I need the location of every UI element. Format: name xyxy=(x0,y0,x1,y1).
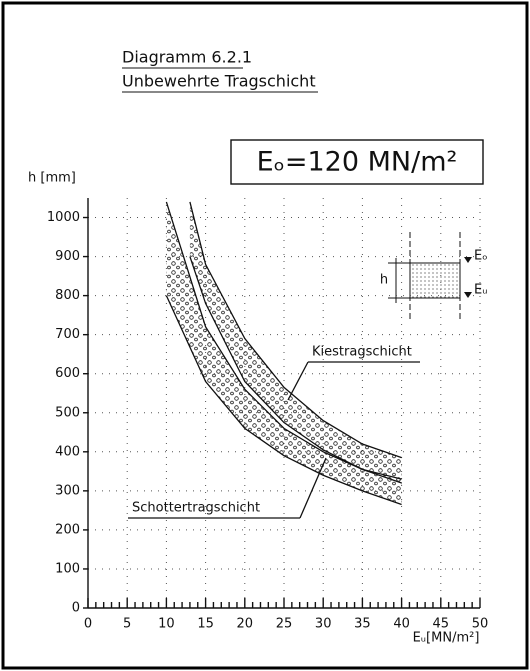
y-tick-label: 800 xyxy=(55,288,80,303)
marker xyxy=(464,257,472,263)
y-tick-label: 500 xyxy=(55,405,80,420)
inset-layer xyxy=(409,262,461,299)
x-axis-label: Eᵤ[MN/m²] xyxy=(413,631,480,646)
band-label: Schottertragschicht xyxy=(132,501,260,516)
x-tick-label: 25 xyxy=(276,617,293,632)
x-tick-label: 50 xyxy=(472,617,489,632)
band-label: Kiestragschicht xyxy=(312,345,412,360)
y-axis-label: h [mm] xyxy=(28,171,76,186)
chart-title: Diagramm 6.2.1 xyxy=(122,48,252,67)
y-tick-label: 0 xyxy=(72,601,80,616)
band-fill xyxy=(166,201,402,505)
inset-bottom: Eᵤ xyxy=(474,283,487,298)
y-tick-label: 1000 xyxy=(47,210,80,225)
inset-top: Eₒ xyxy=(474,249,488,264)
y-tick-label: 100 xyxy=(55,561,80,576)
marker xyxy=(464,292,472,298)
y-tick-label: 400 xyxy=(55,444,80,459)
inset-h: h xyxy=(380,273,388,288)
x-tick-label: 40 xyxy=(393,617,410,632)
x-tick-label: 30 xyxy=(315,617,332,632)
box-label: Eₒ=120 MN/m² xyxy=(257,147,458,178)
x-tick-label: 15 xyxy=(197,617,214,632)
leader xyxy=(287,361,309,401)
band-edge xyxy=(165,201,402,480)
y-tick-label: 200 xyxy=(55,522,80,537)
y-tick-label: 300 xyxy=(55,483,80,498)
x-tick-label: 5 xyxy=(123,617,131,632)
band-edge xyxy=(165,295,402,506)
leader xyxy=(299,457,327,519)
x-tick-label: 35 xyxy=(354,617,371,632)
x-tick-label: 0 xyxy=(84,617,92,632)
inset: h Eₒ Eᵤ xyxy=(380,232,488,320)
band-fill xyxy=(189,201,402,484)
y-tick-label: 900 xyxy=(55,249,80,264)
x-tick-label: 45 xyxy=(433,617,450,632)
x-tick-label: 20 xyxy=(237,617,254,632)
y-tick-label: 700 xyxy=(55,327,80,342)
chart-subtitle: Unbewehrte Tragschicht xyxy=(122,72,316,91)
x-tick-label: 10 xyxy=(158,617,175,632)
box xyxy=(230,139,484,185)
y-tick-label: 600 xyxy=(55,366,80,381)
band-edge xyxy=(189,201,402,459)
